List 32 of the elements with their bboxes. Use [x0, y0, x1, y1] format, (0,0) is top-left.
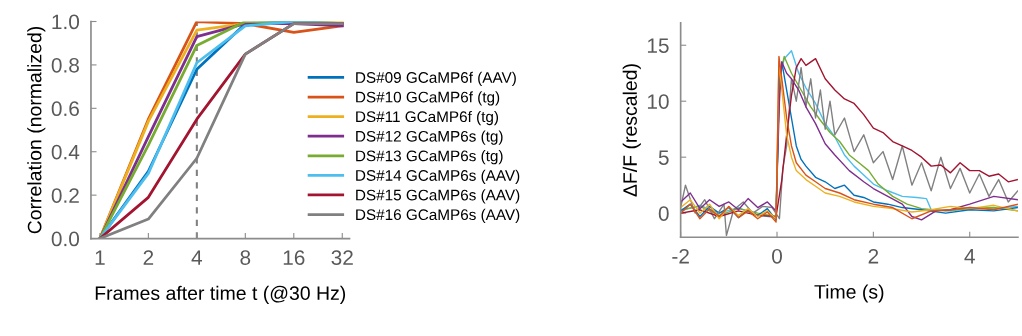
y-axis-title: Correlation (normalized) — [27, 26, 46, 234]
y-tick-label: 0.2 — [51, 188, 79, 203]
y-tick-label: 1.0 — [52, 14, 80, 30]
legend-label: DS#09 GCaMP6f (AAV) — [356, 71, 516, 86]
y-tick-label: 0.4 — [51, 144, 80, 160]
y-tick-label: 0.6 — [51, 101, 79, 117]
x-tick-label: 2 — [143, 250, 154, 265]
legend-label: DS#10 GCaMP6f (tg) — [356, 91, 500, 106]
y-tick-label: 10 — [647, 94, 669, 109]
x-axis-title: Time (s) — [814, 284, 884, 303]
x-tick-label: 32 — [331, 250, 353, 265]
y-axis-title: ΔF/F (rescaled) — [622, 64, 641, 197]
x-tick-label: 0 — [772, 248, 782, 264]
x-tick-label: 4 — [964, 249, 975, 264]
legend-label: DS#12 GCaMP6s (tg) — [356, 130, 503, 145]
legend-label: DS#15 GCaMP6s (AAV) — [356, 189, 520, 204]
x-tick-label: 2 — [868, 248, 879, 264]
y-tick-label: 15 — [647, 38, 669, 53]
x-tick-label: 16 — [283, 250, 305, 265]
legend-label: DS#13 GCaMP6s (tg) — [356, 150, 503, 165]
x-tick-label: 8 — [240, 250, 251, 265]
y-tick-label: 0.8 — [51, 57, 79, 73]
legend-label: DS#16 GCaMP6s (AAV) — [356, 208, 520, 224]
x-tick-label: 1 — [95, 250, 105, 265]
x-axis-title: Frames after time t (@30 Hz) — [95, 285, 346, 304]
y-tick-label: 0.0 — [51, 231, 80, 247]
legend-label: DS#14 GCaMP6s (AAV) — [356, 169, 520, 184]
legend-label: DS#11 GCaMP6f (tg) — [356, 110, 499, 126]
y-tick-label: 0 — [658, 206, 669, 221]
x-tick-label: -2 — [672, 248, 689, 264]
x-tick-label: 4 — [191, 250, 203, 265]
y-tick-label: 5 — [658, 150, 669, 165]
